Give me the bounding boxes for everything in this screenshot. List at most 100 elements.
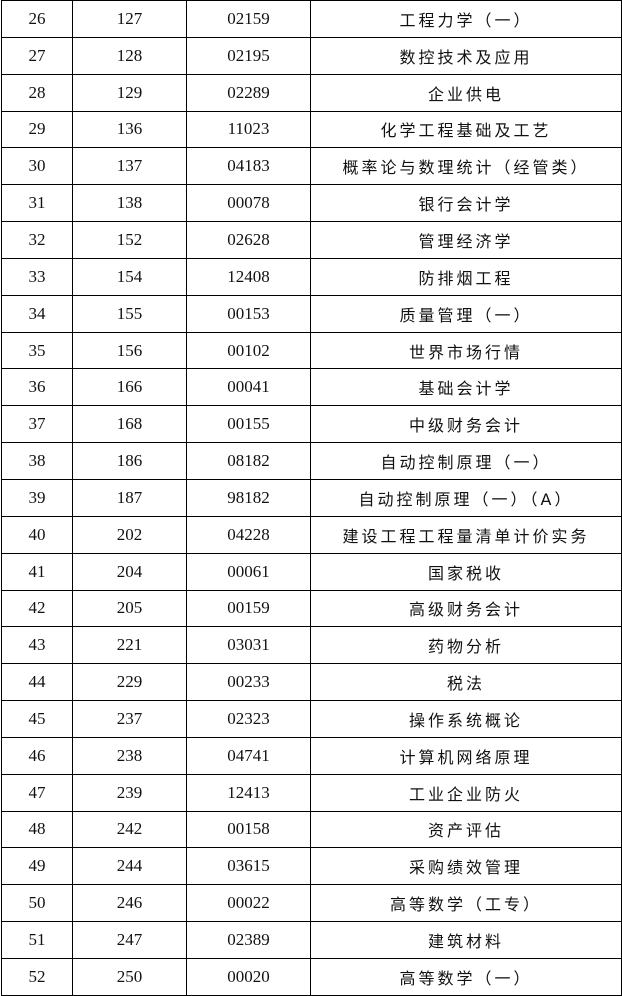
course-name-cell: 税法 <box>310 663 622 702</box>
course-code-cell: 00158 <box>186 810 311 849</box>
row-index-cell: 47 <box>1 773 73 812</box>
course-code-cell: 03615 <box>186 847 311 886</box>
row-index-cell: 35 <box>1 331 73 370</box>
course-name-cell: 基础会计学 <box>310 368 622 407</box>
course-code-cell: 03031 <box>186 626 311 665</box>
row-index-cell: 33 <box>1 257 73 296</box>
sequence-number-cell: 138 <box>72 184 187 223</box>
row-index-cell: 38 <box>1 442 73 480</box>
course-code-cell: 00102 <box>186 331 311 370</box>
sequence-number-cell: 127 <box>72 0 187 38</box>
course-code-cell: 02195 <box>186 36 311 75</box>
table-row: 49 244 03615 采购绩效管理 <box>1 847 622 886</box>
table-row: 48 242 00158 资产评估 <box>1 810 622 849</box>
course-name-cell: 计算机网络原理 <box>310 736 622 775</box>
course-code-cell: 00153 <box>186 294 311 333</box>
course-code-cell: 00022 <box>186 884 311 923</box>
course-name-cell: 建设工程工程量清单计价实务 <box>310 515 622 554</box>
course-code-cell: 00041 <box>186 368 311 407</box>
table-row: 35 156 00102 世界市场行情 <box>1 331 622 370</box>
course-code-cell: 04741 <box>186 736 311 775</box>
sequence-number-cell: 239 <box>72 773 187 812</box>
table-row: 52 250 00020 高等数学（一） <box>1 957 622 996</box>
course-name-cell: 银行会计学 <box>310 184 622 223</box>
row-index-cell: 36 <box>1 368 73 407</box>
table-row: 50 246 00022 高等数学（工专） <box>1 884 622 923</box>
course-name-cell: 高等数学（一） <box>310 957 622 996</box>
course-code-cell: 12413 <box>186 773 311 812</box>
table-row: 41 204 00061 国家税收 <box>1 552 622 591</box>
row-index-cell: 40 <box>1 515 73 554</box>
table-row: 30 137 04183 概率论与数理统计（经管类） <box>1 147 622 186</box>
course-code-cell: 00078 <box>186 184 311 223</box>
course-name-cell: 工业企业防火 <box>310 773 622 812</box>
course-code-cell: 02159 <box>186 0 311 38</box>
sequence-number-cell: 244 <box>72 847 187 886</box>
table-row: 32 152 02628 管理经济学 <box>1 221 622 259</box>
course-name-cell: 建筑材料 <box>310 921 622 959</box>
table-row: 40 202 04228 建设工程工程量清单计价实务 <box>1 515 622 554</box>
table-row: 45 237 02323 操作系统概论 <box>1 700 622 738</box>
table-row: 31 138 00078 银行会计学 <box>1 184 622 223</box>
course-name-cell: 企业供电 <box>310 73 622 112</box>
sequence-number-cell: 155 <box>72 294 187 333</box>
row-index-cell: 52 <box>1 957 73 996</box>
course-code-cell: 00159 <box>186 589 311 628</box>
course-name-cell: 数控技术及应用 <box>310 36 622 75</box>
sequence-number-cell: 129 <box>72 73 187 112</box>
sequence-number-cell: 152 <box>72 221 187 259</box>
table-row: 44 229 00233 税法 <box>1 663 622 702</box>
course-code-cell: 00233 <box>186 663 311 702</box>
course-code-cell: 04228 <box>186 515 311 554</box>
course-code-cell: 02289 <box>186 73 311 112</box>
sequence-number-cell: 202 <box>72 515 187 554</box>
sequence-number-cell: 136 <box>72 110 187 149</box>
row-index-cell: 26 <box>1 0 73 38</box>
table-row: 43 221 03031 药物分析 <box>1 626 622 665</box>
row-index-cell: 43 <box>1 626 73 665</box>
course-name-cell: 化学工程基础及工艺 <box>310 110 622 149</box>
course-code-cell: 02323 <box>186 700 311 738</box>
row-index-cell: 28 <box>1 73 73 112</box>
course-name-cell: 工程力学（一） <box>310 0 622 38</box>
row-index-cell: 51 <box>1 921 73 959</box>
row-index-cell: 32 <box>1 221 73 259</box>
table-row: 33 154 12408 防排烟工程 <box>1 257 622 296</box>
row-index-cell: 42 <box>1 589 73 628</box>
course-name-cell: 高级财务会计 <box>310 589 622 628</box>
table-row: 36 166 00041 基础会计学 <box>1 368 622 407</box>
row-index-cell: 39 <box>1 478 73 517</box>
row-index-cell: 48 <box>1 810 73 849</box>
table-row: 37 168 00155 中级财务会计 <box>1 405 622 444</box>
course-name-cell: 高等数学（工专） <box>310 884 622 923</box>
table-row: 46 238 04741 计算机网络原理 <box>1 736 622 775</box>
sequence-number-cell: 187 <box>72 478 187 517</box>
row-index-cell: 45 <box>1 700 73 738</box>
sequence-number-cell: 137 <box>72 147 187 186</box>
course-name-cell: 世界市场行情 <box>310 331 622 370</box>
sequence-number-cell: 156 <box>72 331 187 370</box>
table-row: 29 136 11023 化学工程基础及工艺 <box>1 110 622 149</box>
row-index-cell: 27 <box>1 36 73 75</box>
course-code-cell: 02389 <box>186 921 311 959</box>
course-name-cell: 药物分析 <box>310 626 622 665</box>
table-row: 28 129 02289 企业供电 <box>1 73 622 112</box>
row-index-cell: 34 <box>1 294 73 333</box>
sequence-number-cell: 229 <box>72 663 187 702</box>
sequence-number-cell: 154 <box>72 257 187 296</box>
table-row: 26 127 02159 工程力学（一） <box>1 0 622 38</box>
table-row: 27 128 02195 数控技术及应用 <box>1 36 622 75</box>
course-name-cell: 资产评估 <box>310 810 622 849</box>
row-index-cell: 29 <box>1 110 73 149</box>
course-name-cell: 管理经济学 <box>310 221 622 259</box>
sequence-number-cell: 166 <box>72 368 187 407</box>
course-code-cell: 08182 <box>186 442 311 480</box>
course-code-cell: 00155 <box>186 405 311 444</box>
sequence-number-cell: 128 <box>72 36 187 75</box>
row-index-cell: 37 <box>1 405 73 444</box>
course-name-cell: 自动控制原理（一）（A） <box>310 478 622 517</box>
course-name-cell: 采购绩效管理 <box>310 847 622 886</box>
course-code-cell: 11023 <box>186 110 311 149</box>
